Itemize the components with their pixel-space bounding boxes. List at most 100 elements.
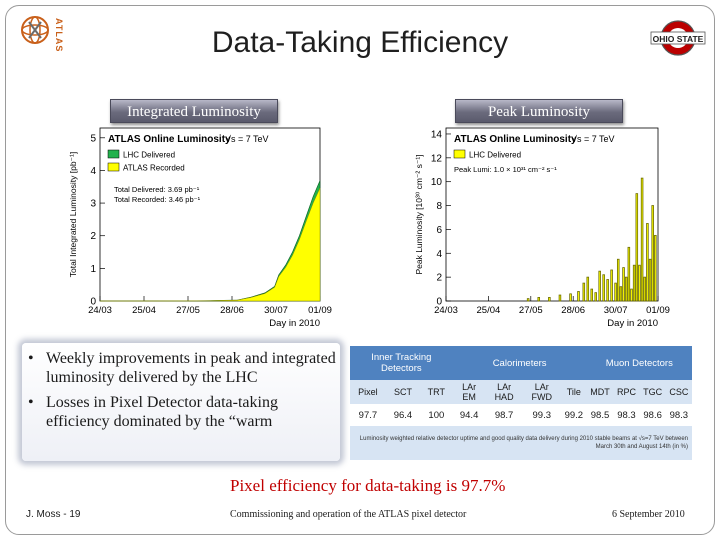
peak-bar (594, 292, 597, 302)
peak-bar (638, 264, 641, 302)
table-note: Luminosity weighted relative detector up… (350, 426, 692, 460)
table-value-cell: 98.6 (639, 404, 666, 426)
y-tick-label: 12 (431, 153, 443, 164)
peak-luminosity-label: Peak Luminosity (455, 99, 623, 123)
table-value-cell: 100 (420, 404, 453, 426)
integrated-luminosity-label: Integrated Luminosity (110, 99, 278, 123)
chart-annotation: √s = 7 TeV (226, 134, 269, 144)
table-subsystem-cell: SCT (385, 380, 421, 404)
y-tick-label: 5 (90, 133, 96, 144)
table-group-header: Muon Detectors (586, 346, 692, 380)
bullet-text: Weekly improvements in peak and integrat… (46, 350, 336, 386)
efficiency-statement: Pixel efficiency for data-taking is 97.7… (230, 476, 506, 495)
y-tick-label: 1 (90, 264, 96, 275)
chart-title: ATLAS Online Luminosity (108, 134, 231, 145)
x-tick-label: 01/09 (308, 305, 332, 316)
bullet-text: Losses in Pixel Detector data-taking eff… (46, 394, 278, 430)
bullet-dot: • (28, 394, 34, 411)
table-value-cell: 98.3 (613, 404, 640, 426)
x-tick-label: 28/06 (561, 305, 585, 316)
x-tick-label: 30/07 (604, 305, 628, 316)
peak-bar (651, 205, 654, 302)
table-subsystem-row: Pixel SCT TRT LAr EM LAr HAD LAr FWD Til… (350, 380, 692, 404)
footer-talk-title: Commissioning and operation of the ATLAS… (230, 509, 467, 520)
x-tick-label: 24/03 (88, 305, 112, 316)
table-subsystem-cell: RPC (613, 380, 640, 404)
peak-bar (640, 177, 644, 302)
peak-bar (654, 234, 657, 302)
x-tick-label: 01/09 (646, 305, 670, 316)
ohio-state-logo-text: OHIO STATE (653, 34, 704, 44)
table-subsystem-cell: LAr HAD (485, 380, 523, 404)
peak-bar (624, 276, 628, 302)
peak-bar (537, 297, 541, 302)
peak-bar (602, 274, 605, 302)
y-tick-label: 0 (90, 297, 96, 308)
table-group-row: Inner Tracking Detectors Calorimeters Mu… (350, 346, 692, 380)
page-title: Data-Taking Efficiency (211, 26, 509, 59)
table-group-header: Calorimeters (452, 346, 587, 380)
x-axis-label: Day in 2010 (607, 318, 658, 329)
table-group-header: Inner Tracking Detectors (350, 346, 453, 380)
peak-bar (606, 279, 609, 302)
table-subsystem-cell: LAr FWD (522, 380, 562, 404)
detector-efficiency-table: Inner Tracking Detectors Calorimeters Mu… (350, 346, 692, 460)
peak-bar (526, 298, 530, 302)
legend-label: LHC Delivered (469, 151, 521, 160)
atlas-logo-text: ATLAS (54, 18, 64, 52)
y-tick-label: 2 (436, 273, 442, 284)
y-tick-label: 3 (90, 199, 96, 210)
x-tick-label: 28/06 (220, 305, 244, 316)
table-subsystem-cell: MDT (586, 380, 614, 404)
peak-bar (548, 297, 551, 302)
table-value-cell: 98.5 (586, 404, 614, 426)
x-tick-label: 27/05 (519, 305, 543, 316)
footer-date: 6 September 2010 (612, 509, 685, 520)
peak-bar (590, 288, 594, 302)
y-tick-label: 6 (436, 225, 442, 236)
atlas-logo: ATLAS (21, 16, 64, 52)
table-subsystem-cell: Pixel (350, 380, 386, 404)
series-recorded-area (99, 187, 321, 302)
legend-swatch-delivered (453, 149, 466, 159)
y-axis-label: Peak Luminosity [10³⁰ cm⁻² s⁻¹] (414, 154, 424, 274)
peak-bar (632, 264, 636, 302)
legend-swatch-recorded (107, 162, 120, 172)
peak-bar (619, 286, 623, 302)
chart-annotation: √s = 7 TeV (572, 134, 615, 144)
slide-frame (5, 5, 715, 535)
bullet-box: • Weekly improvements in peak and integr… (22, 343, 340, 461)
peak-bar (627, 246, 631, 302)
peak-bar (643, 276, 647, 302)
peak-bar (569, 293, 572, 302)
table-value-cell: 98.7 (485, 404, 523, 426)
y-tick-label: 4 (90, 166, 96, 177)
table-value-cell: 97.7 (350, 404, 386, 426)
table-subsystem-cell: LAr EM (452, 380, 486, 404)
table-note-row: Luminosity weighted relative detector up… (350, 426, 692, 460)
footer-author: J. Moss - 19 (26, 509, 81, 520)
peak-bar (598, 270, 601, 302)
peak-bar (558, 294, 562, 302)
table-subsystem-cell: TRT (420, 380, 453, 404)
x-tick-label: 27/05 (176, 305, 200, 316)
peak-lumi-text: Peak Lumi: 1.0 × 10³¹ cm⁻² s⁻¹ (454, 165, 557, 174)
peak-bar (586, 276, 590, 302)
x-tick-label: 30/07 (264, 305, 288, 316)
table-value-cell: 99.3 (522, 404, 562, 426)
table-value-cell: 99.2 (561, 404, 587, 426)
x-tick-label: 24/03 (434, 305, 458, 316)
y-axis-label: Total Integrated Luminosity [pb⁻¹] (68, 152, 78, 277)
peak-luminosity-chart: 0 2 4 6 8 10 12 14 24/03 25/04 27/05 28/06 30/07 01/0… (414, 127, 670, 329)
y-tick-label: 2 (90, 231, 96, 242)
y-tick-label: 4 (436, 249, 442, 260)
peak-bar (630, 288, 633, 302)
peak-bar (582, 282, 586, 302)
peak-bar (622, 267, 625, 302)
bullet-item: • Weekly improvements in peak and integr… (22, 349, 340, 387)
total-recorded-text: Total Recorded: 3.46 pb⁻¹ (114, 195, 201, 204)
table-value-cell: 98.3 (665, 404, 692, 426)
chart-title: ATLAS Online Luminosity (454, 134, 577, 145)
legend-label: LHC Delivered (123, 151, 175, 160)
peak-bar (577, 291, 580, 302)
